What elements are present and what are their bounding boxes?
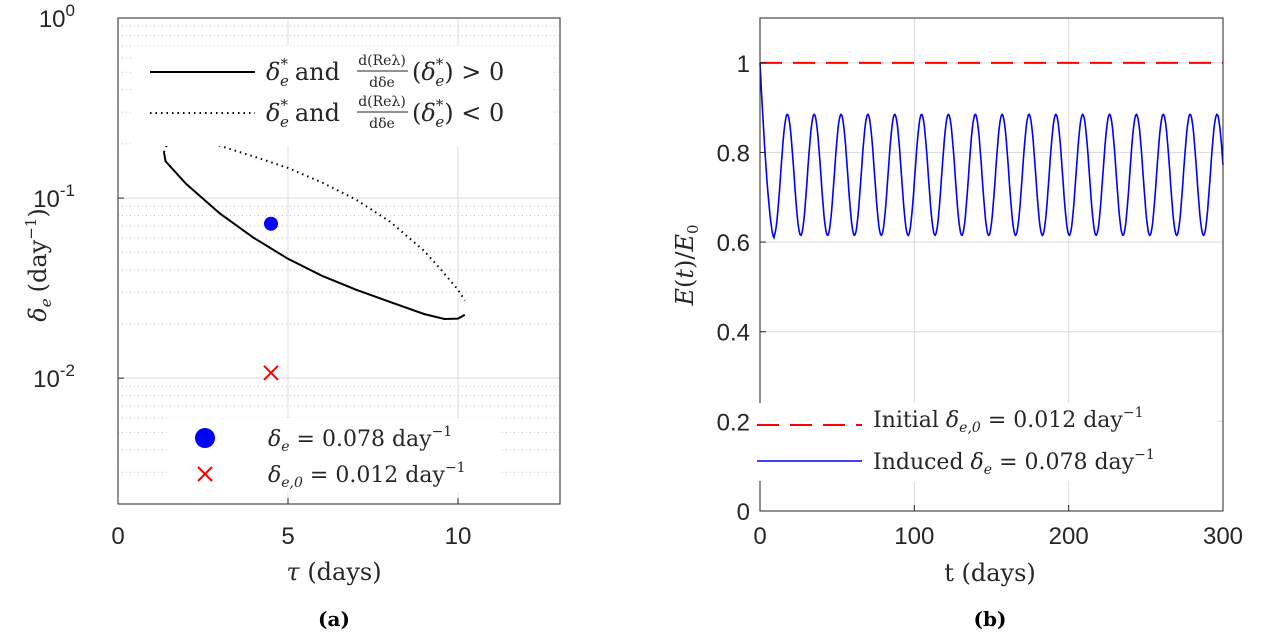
legend-bottom-background [170,418,500,492]
panel-a: 0 5 10 100 10-1 10-2 τ (days) δe(day−1) δ* e a… [22,1,561,631]
legend-frac-num: d(Reλ) [358,94,406,110]
legend-entry-solid: δ* e and d(Reλ) dδe (δ* e) > 0 [266,53,504,91]
legend-frac-den: dδe [369,75,395,91]
panel-b-series [759,61,1224,240]
panel-a-axes-box [117,17,561,505]
y-tick-label: 0 [737,499,750,526]
y-tick-label: 0.8 [717,140,750,167]
panel-b-x-label: t (days) [944,559,1036,587]
y-tick-label: 10-1 [33,181,75,213]
panel-a-y-label: δe(day−1) [22,208,55,321]
panel-b: 0 100 200 300 0 0.2 0.4 0.6 0.8 1 t (days) E(t)/… [671,17,1243,631]
legend-frac-den: dδe [369,116,395,132]
panel-a-x-label: τ (days) [286,558,381,586]
y-tick-label: 100 [39,1,75,33]
legend-frac-num: d(Reλ) [358,53,406,69]
panel-b-legend: Initial δe,0 = 0.012 day−1 Induced δe = … [757,403,1217,481]
point-initial-delta [263,365,279,381]
y-tick-label: 0.2 [717,409,750,436]
point-induced-delta [264,216,278,231]
y-tick-label: 0.6 [717,230,750,257]
x-tick-label: 5 [281,523,294,550]
x-tick-label: 0 [753,523,766,550]
panel-a-points [263,216,279,381]
panel-a-legend-top: δ* e and d(Reλ) dδe (δ* e) > 0 δ* e and d(Reλ… [134,46,554,146]
y-tick-label: 0.4 [717,320,750,347]
svg-text:(δ*e) > 0: (δ* e) > 0 [412,55,504,90]
legend-entry-x: δe,0 = 0.012 day−1 [268,460,466,491]
panel-b-x-ticks: 0 100 200 300 [753,505,1243,550]
legend-b-background [757,403,1217,481]
panel-b-caption: (b) [974,607,1007,631]
panel-a-curves [162,133,466,321]
legend-entry-dot: δe = 0.078 day−1 [268,424,452,455]
legend-marker-dot [195,428,215,448]
y-tick-label: 1 [737,51,750,78]
y-tick-label: 10-2 [33,361,75,393]
curve-negative-derivative [162,133,466,302]
panel-a-caption: (a) [318,607,350,631]
x-tick-label: 0 [111,523,124,550]
legend-top-background [134,46,554,146]
panel-b-y-label: E(t)/E0 [671,224,702,306]
legend-entry-initial: Initial δe,0 = 0.012 day−1 [873,405,1144,436]
panel-a-x-ticks: 0 5 10 [111,498,471,550]
curve-positive-derivative [162,151,466,321]
legend-marker-x [197,466,213,482]
x-tick-label: 300 [1203,523,1243,550]
x-tick-label: 200 [1049,523,1089,550]
legend-entry-induced: Induced δe = 0.078 day−1 [873,447,1155,478]
svg-text:(δ*e) < 0: (δ* e) < 0 [412,96,504,131]
legend-entry-dotted: δ* e and d(Reλ) dδe (δ* e) < 0 [266,94,504,132]
x-tick-label: 10 [445,523,472,550]
panel-a-legend-bottom: δe = 0.078 day−1 δe,0 = 0.012 day−1 [170,418,500,492]
panel-a-y-ticks: 100 10-1 10-2 [33,1,124,393]
x-tick-label: 100 [894,523,934,550]
series-induced-delta [759,62,1224,240]
panel-b-y-ticks: 0 0.2 0.4 0.6 0.8 1 [717,51,766,526]
panel-b-axes-box [759,17,1224,512]
